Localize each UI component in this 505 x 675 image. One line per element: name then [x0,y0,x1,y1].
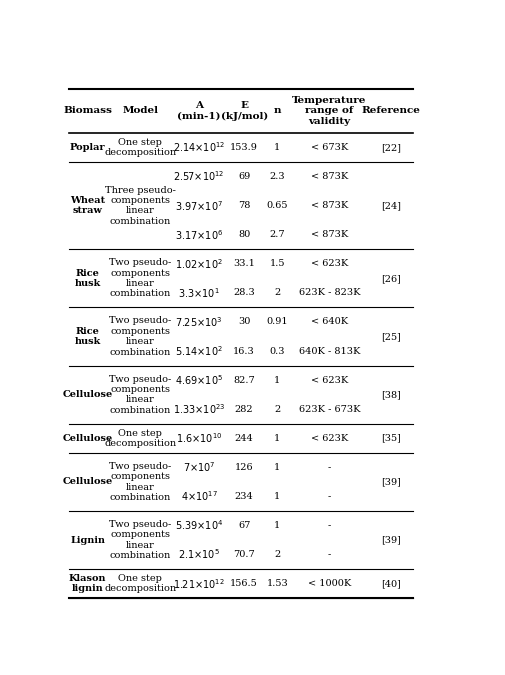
Text: $4.69{\times}10^{5}$: $4.69{\times}10^{5}$ [175,373,223,387]
Text: 156.5: 156.5 [230,579,258,588]
Text: 0.65: 0.65 [267,201,288,210]
Text: $2.57{\times}10^{12}$: $2.57{\times}10^{12}$ [173,169,225,184]
Text: $1.33{\times}10^{23}$: $1.33{\times}10^{23}$ [173,402,225,416]
Text: < 1000K: < 1000K [308,579,351,588]
Text: Two pseudo-
components
linear
combination: Two pseudo- components linear combinatio… [109,520,172,560]
Text: Wheat
straw: Wheat straw [70,196,105,215]
Text: [40]: [40] [381,579,401,588]
Text: Cellulose: Cellulose [63,477,113,487]
Text: [24]: [24] [381,201,401,210]
Text: 244: 244 [235,434,254,443]
Text: 1: 1 [274,375,281,385]
Text: $5.14{\times}10^{2}$: $5.14{\times}10^{2}$ [175,344,223,358]
Text: $7.25{\times}10^{3}$: $7.25{\times}10^{3}$ [175,315,223,329]
Text: 623K - 673K: 623K - 673K [298,405,360,414]
Text: 1.53: 1.53 [267,579,288,588]
Text: Two pseudo-
components
linear
combination: Two pseudo- components linear combinatio… [109,317,172,356]
Text: Model: Model [122,107,159,115]
Text: One step
decomposition: One step decomposition [105,574,176,593]
Text: $1.21{\times}10^{12}$: $1.21{\times}10^{12}$ [173,576,225,591]
Text: [39]: [39] [381,477,401,487]
Text: 33.1: 33.1 [233,259,255,268]
Text: < 873K: < 873K [311,172,348,181]
Text: $2.1{\times}10^{5}$: $2.1{\times}10^{5}$ [178,547,220,562]
Text: < 873K: < 873K [311,230,348,239]
Text: A
(min-1): A (min-1) [177,101,221,121]
Text: 2: 2 [274,288,281,298]
Text: 2: 2 [274,405,281,414]
Text: 69: 69 [238,172,250,181]
Text: n: n [274,107,281,115]
Text: Poplar: Poplar [70,143,106,152]
Text: 2.3: 2.3 [270,172,285,181]
Text: 234: 234 [235,492,254,501]
Text: 1: 1 [274,521,281,530]
Text: Reference: Reference [362,107,420,115]
Text: One step
decomposition: One step decomposition [105,429,176,448]
Text: E
(kJ/mol): E (kJ/mol) [221,101,268,121]
Text: [35]: [35] [381,434,401,443]
Text: 67: 67 [238,521,250,530]
Text: < 623K: < 623K [311,434,348,443]
Text: 2.7: 2.7 [270,230,285,239]
Text: 1.5: 1.5 [270,259,285,268]
Text: Rice
husk: Rice husk [74,327,100,346]
Text: Cellulose: Cellulose [63,390,113,399]
Text: Two pseudo-
components
linear
combination: Two pseudo- components linear combinatio… [109,259,172,298]
Text: 1: 1 [274,143,281,152]
Text: 28.3: 28.3 [233,288,255,298]
Text: $3.97{\times}10^{7}$: $3.97{\times}10^{7}$ [175,198,223,213]
Text: -: - [328,550,331,559]
Text: 0.3: 0.3 [270,346,285,356]
Text: 82.7: 82.7 [233,375,255,385]
Text: 16.3: 16.3 [233,346,255,356]
Text: Klason
lignin: Klason lignin [69,574,107,593]
Text: Two pseudo-
components
linear
combination: Two pseudo- components linear combinatio… [109,375,172,414]
Text: $4{\times}10^{17}$: $4{\times}10^{17}$ [181,489,218,504]
Text: 80: 80 [238,230,250,239]
Text: 78: 78 [238,201,250,210]
Text: 30: 30 [238,317,250,327]
Text: $3.3{\times}10^{1}$: $3.3{\times}10^{1}$ [178,286,220,300]
Text: $1.6{\times}10^{10}$: $1.6{\times}10^{10}$ [176,431,222,445]
Text: [22]: [22] [381,143,401,152]
Text: [39]: [39] [381,535,401,545]
Text: 126: 126 [235,463,254,472]
Text: $3.17{\times}10^{6}$: $3.17{\times}10^{6}$ [175,228,223,242]
Text: 153.9: 153.9 [230,143,258,152]
Text: 1: 1 [274,434,281,443]
Text: 623K - 823K: 623K - 823K [298,288,360,298]
Text: < 623K: < 623K [311,375,348,385]
Text: $5.39{\times}10^{4}$: $5.39{\times}10^{4}$ [175,518,223,533]
Text: 282: 282 [235,405,254,414]
Text: $2.14{\times}10^{12}$: $2.14{\times}10^{12}$ [173,140,225,155]
Text: Three pseudo-
components
linear
combination: Three pseudo- components linear combinat… [105,186,176,225]
Text: -: - [328,463,331,472]
Text: 2: 2 [274,550,281,559]
Text: < 673K: < 673K [311,143,348,152]
Text: Biomass: Biomass [63,107,112,115]
Text: $1.02{\times}10^{2}$: $1.02{\times}10^{2}$ [175,257,223,271]
Text: [26]: [26] [381,274,401,283]
Text: -: - [328,521,331,530]
Text: [25]: [25] [381,332,401,341]
Text: < 640K: < 640K [311,317,348,327]
Text: -: - [328,492,331,501]
Text: 0.91: 0.91 [267,317,288,327]
Text: 640K - 813K: 640K - 813K [298,346,360,356]
Text: Two pseudo-
components
linear
combination: Two pseudo- components linear combinatio… [109,462,172,502]
Text: Cellulose: Cellulose [63,434,113,443]
Text: One step
decomposition: One step decomposition [105,138,176,157]
Text: [38]: [38] [381,390,401,399]
Text: 70.7: 70.7 [233,550,255,559]
Text: Rice
husk: Rice husk [74,269,100,288]
Text: Temperature
range of
validity: Temperature range of validity [292,96,367,126]
Text: $7{\times}10^{7}$: $7{\times}10^{7}$ [183,460,216,475]
Text: 1: 1 [274,492,281,501]
Text: < 873K: < 873K [311,201,348,210]
Text: Lignin: Lignin [70,535,105,545]
Text: < 623K: < 623K [311,259,348,268]
Text: 1: 1 [274,463,281,472]
